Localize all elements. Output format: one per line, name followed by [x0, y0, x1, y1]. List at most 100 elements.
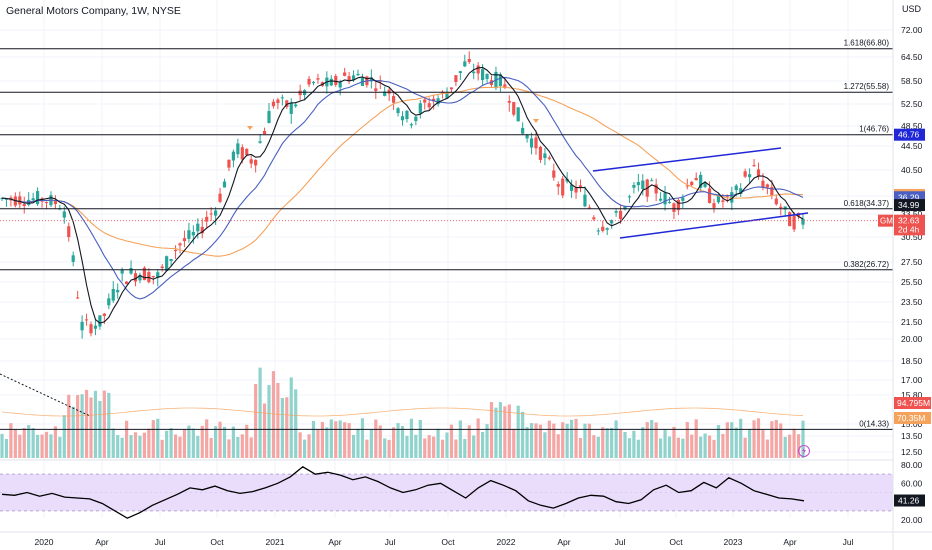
volume-bar — [0, 433, 4, 458]
candle-body — [672, 203, 676, 212]
time-tick-label: Oct — [441, 537, 455, 547]
volume-bar — [53, 426, 57, 458]
price-tick-label: 40.50 — [901, 165, 923, 175]
candle-body — [67, 226, 71, 238]
volume-bar — [694, 419, 698, 458]
volume-bar — [699, 436, 703, 458]
volume-bar — [262, 403, 267, 458]
time-tick-label: Apr — [783, 537, 796, 547]
volume-bar — [423, 438, 427, 458]
price-tick-label: 72.00 — [901, 25, 923, 35]
candle-body — [369, 77, 373, 82]
volume-bar — [587, 423, 591, 458]
volume-bar — [71, 406, 75, 458]
volume-bar — [84, 389, 89, 458]
volume-bar — [636, 439, 640, 458]
candle-body — [543, 153, 547, 159]
volume-bar — [543, 432, 547, 458]
volume-bar — [387, 439, 391, 458]
candle-body — [712, 203, 716, 208]
candle-body — [209, 213, 213, 215]
volume-bar — [365, 439, 369, 458]
volume-bar — [22, 428, 26, 458]
candle-body — [338, 82, 342, 88]
candle-body — [650, 180, 654, 182]
candle-body — [200, 226, 204, 234]
candle-body — [748, 174, 752, 178]
candle-body — [89, 324, 93, 334]
candle-body — [614, 211, 618, 213]
volume-bar — [481, 431, 485, 458]
volume-bar — [663, 429, 667, 458]
volume-bar — [570, 419, 574, 458]
candle-body — [449, 87, 454, 90]
volume-bar — [222, 426, 227, 458]
fib-label: 1.618(66.80) — [844, 39, 890, 48]
volume-bar — [325, 427, 329, 458]
volume-bar — [378, 425, 382, 458]
volume-bar — [187, 425, 191, 458]
candle-body — [498, 74, 502, 87]
candle-body — [222, 181, 227, 188]
currency-label: USD — [902, 4, 922, 14]
candle-body — [445, 93, 449, 99]
candle-body — [601, 226, 605, 231]
volume-bar — [271, 371, 276, 458]
volume-bar — [67, 394, 71, 458]
price-tick-label: 48.50 — [901, 121, 923, 131]
candle-body — [685, 185, 689, 187]
volume-bar — [707, 435, 712, 458]
volume-bar — [418, 420, 422, 458]
volume-bar — [89, 397, 93, 458]
volume-bar — [120, 437, 124, 458]
volume-bar — [645, 422, 649, 458]
candle-body — [432, 98, 436, 102]
candle-body — [258, 141, 262, 143]
dashed-trendline — [0, 373, 91, 417]
candle-body — [730, 192, 734, 203]
volume-bar — [392, 427, 396, 458]
price-tick-label: 17.00 — [901, 375, 923, 385]
price-badge — [894, 128, 925, 141]
candle-body — [262, 130, 267, 135]
volume-bar — [538, 424, 543, 458]
candle-body — [570, 184, 574, 191]
fib-label: 1(46.76) — [859, 125, 889, 134]
candle-body — [392, 96, 396, 103]
candle-body — [351, 75, 356, 81]
lightning-icon — [798, 445, 810, 457]
price-tick-label: 64.50 — [901, 52, 923, 62]
candle-body — [556, 184, 560, 187]
volume-bar — [400, 426, 405, 458]
candle-body — [187, 230, 191, 239]
candle-body — [472, 71, 476, 74]
volume-bar — [133, 432, 138, 458]
candle-body — [84, 319, 89, 321]
candle-body — [801, 218, 805, 225]
volume-bar — [4, 438, 9, 458]
price-tick-label: 30.50 — [901, 232, 923, 242]
candle-body — [503, 84, 507, 89]
candle-body — [538, 146, 543, 160]
candle-body — [707, 188, 712, 204]
candle-body — [534, 137, 538, 149]
volume-bar — [610, 427, 614, 458]
volume-bar — [249, 437, 253, 458]
volume-bar — [765, 439, 769, 458]
volume-bar — [405, 435, 409, 458]
volume-bar — [383, 438, 387, 458]
candle-body — [214, 210, 218, 216]
candle-body — [699, 174, 703, 188]
volume-badge — [894, 412, 931, 424]
candle-body — [236, 143, 240, 155]
channel-upper-line — [592, 147, 782, 172]
volume-bar — [173, 434, 178, 458]
volume-bar — [49, 434, 53, 458]
time-tick-label: 2020 — [35, 537, 54, 547]
candle-body — [752, 165, 756, 167]
rsi-tick-label: 60.00 — [901, 478, 923, 488]
candle-body — [409, 124, 413, 126]
volume-bar — [360, 418, 365, 458]
volume-bar — [565, 423, 569, 458]
